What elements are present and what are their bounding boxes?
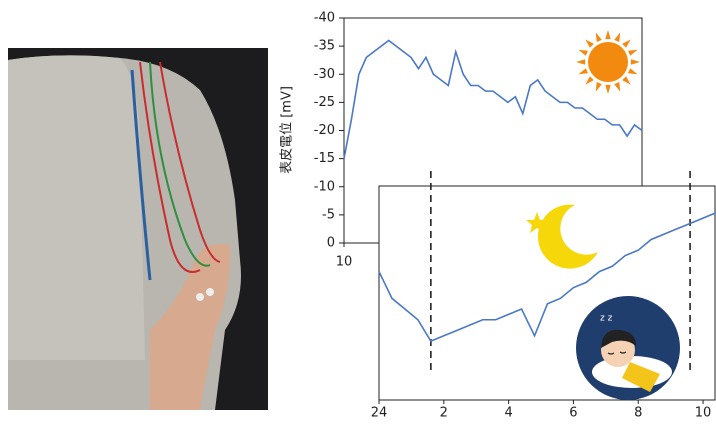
y-tick-label: -15 (314, 151, 335, 166)
y-axis-label: 表皮電位 [mV] (280, 86, 295, 174)
x-tick-label: 2 (440, 406, 448, 421)
y-tick-label: -10 (314, 179, 335, 194)
sleeping-boy-icon: z z (576, 296, 680, 400)
photo (8, 48, 268, 410)
y-tick-label: -5 (322, 207, 335, 222)
y-tick-label: 0 (327, 236, 335, 251)
x-tick-label: 10 (336, 255, 353, 270)
x-tick-label: 24 (371, 406, 388, 421)
y-tick-label: -30 (314, 67, 335, 82)
x-tick-label: 10 (695, 406, 712, 421)
x-tick-label: 6 (569, 406, 577, 421)
x-tick-label: 8 (634, 406, 642, 421)
figure: 表皮電位 [mV] -40-35-30-25-20-15-10-5010 242… (0, 0, 716, 426)
y-tick-label: -20 (314, 123, 335, 138)
y-tick-label: -35 (314, 39, 335, 54)
y-tick-label: -25 (314, 95, 335, 110)
x-tick-label: 4 (504, 406, 512, 421)
zz: z z (600, 314, 613, 324)
y-tick-label: -40 (314, 11, 335, 26)
